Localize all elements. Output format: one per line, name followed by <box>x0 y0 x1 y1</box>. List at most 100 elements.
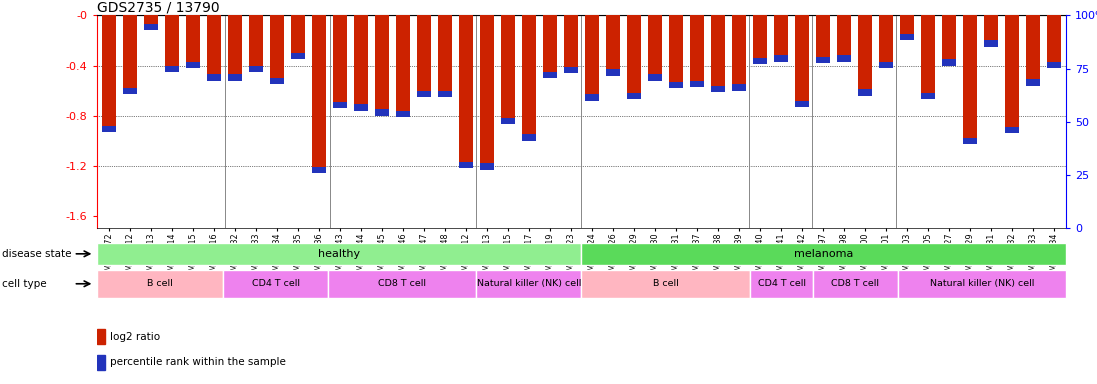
Bar <box>249 15 263 72</box>
Bar <box>963 15 976 144</box>
Text: Natural killer (NK) cell: Natural killer (NK) cell <box>476 279 581 288</box>
Bar <box>102 15 116 132</box>
Bar <box>648 74 661 81</box>
Bar <box>228 15 242 81</box>
Bar <box>501 15 514 124</box>
Bar <box>900 34 914 40</box>
Bar <box>333 15 347 108</box>
Bar <box>1026 79 1040 86</box>
Bar <box>711 15 725 92</box>
Bar <box>1026 15 1040 86</box>
Bar <box>690 15 703 87</box>
Bar <box>186 62 200 68</box>
Bar <box>375 109 388 116</box>
Text: cell type: cell type <box>2 279 47 289</box>
Bar <box>313 167 326 173</box>
Text: log2 ratio: log2 ratio <box>110 331 160 341</box>
Text: CD8 T cell: CD8 T cell <box>378 279 427 288</box>
Text: CD4 T cell: CD4 T cell <box>251 279 299 288</box>
Bar <box>879 15 893 68</box>
Bar <box>480 15 494 170</box>
Bar <box>816 15 829 63</box>
Bar <box>813 270 897 298</box>
Bar <box>879 62 893 68</box>
Bar <box>417 15 431 97</box>
Bar <box>606 15 620 76</box>
Bar <box>166 66 179 72</box>
Bar <box>795 15 808 107</box>
Text: disease state: disease state <box>2 249 71 259</box>
Bar <box>1005 127 1018 133</box>
Bar <box>1047 15 1061 68</box>
Bar <box>333 102 347 108</box>
Bar <box>270 15 284 84</box>
Bar <box>166 15 179 72</box>
Bar <box>97 243 581 265</box>
Bar <box>774 55 788 62</box>
Bar <box>522 15 535 141</box>
Bar <box>920 93 935 99</box>
Bar <box>858 89 872 96</box>
Bar <box>669 82 682 88</box>
Bar <box>564 15 578 73</box>
Bar <box>354 104 367 111</box>
Text: CD4 T cell: CD4 T cell <box>758 279 805 288</box>
Bar <box>837 15 850 62</box>
Bar <box>291 53 305 59</box>
Bar <box>501 118 514 124</box>
Bar <box>97 270 223 298</box>
Bar <box>228 74 242 81</box>
Bar <box>460 15 473 168</box>
Bar <box>207 15 220 81</box>
Bar <box>186 15 200 68</box>
Bar <box>417 91 431 97</box>
Text: GDS2735 / 13790: GDS2735 / 13790 <box>97 0 219 14</box>
Bar <box>750 270 813 298</box>
Bar <box>711 86 725 92</box>
Bar <box>97 355 105 370</box>
Bar <box>690 81 703 87</box>
Text: B cell: B cell <box>147 279 172 288</box>
Bar <box>396 15 410 117</box>
Bar <box>543 15 557 78</box>
Bar <box>627 15 641 99</box>
Bar <box>585 15 599 101</box>
Bar <box>942 59 955 66</box>
Bar <box>627 93 641 99</box>
Text: healthy: healthy <box>318 249 360 259</box>
Bar <box>438 91 452 97</box>
Bar <box>354 15 367 111</box>
Bar <box>270 78 284 84</box>
Bar <box>460 162 473 168</box>
Bar <box>984 40 997 47</box>
Bar <box>375 15 388 116</box>
Bar <box>522 134 535 141</box>
Bar <box>145 24 158 30</box>
Bar <box>123 15 137 94</box>
Bar <box>858 15 872 96</box>
Bar <box>249 66 263 72</box>
Bar <box>207 74 220 81</box>
Bar <box>581 243 1066 265</box>
Bar <box>328 270 476 298</box>
Text: CD8 T cell: CD8 T cell <box>832 279 880 288</box>
Bar <box>897 270 1066 298</box>
Bar <box>816 57 829 63</box>
Bar <box>396 111 410 117</box>
Bar <box>1047 62 1061 68</box>
Bar <box>837 55 850 62</box>
Bar <box>920 15 935 99</box>
Bar <box>564 67 578 73</box>
Bar <box>669 15 682 88</box>
Bar <box>123 88 137 94</box>
Bar <box>753 15 767 64</box>
Bar <box>984 15 997 47</box>
Bar <box>753 58 767 64</box>
Bar <box>942 15 955 66</box>
Bar <box>732 15 746 91</box>
Bar <box>223 270 328 298</box>
Bar <box>145 15 158 30</box>
Bar <box>606 69 620 76</box>
Text: percentile rank within the sample: percentile rank within the sample <box>110 358 285 367</box>
Bar <box>480 163 494 170</box>
